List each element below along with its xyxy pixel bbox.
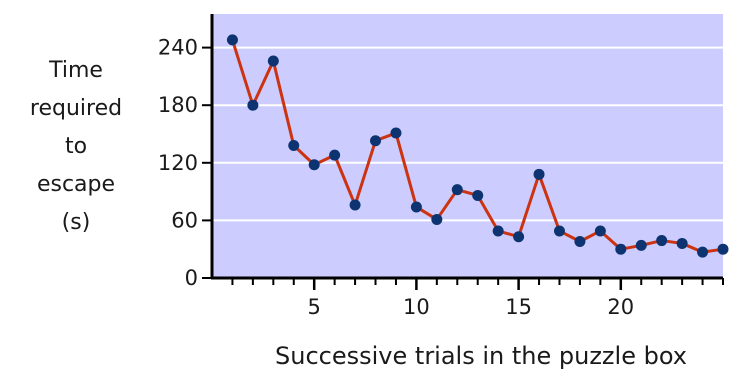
y-axis-label-line: required bbox=[30, 96, 122, 121]
data-points bbox=[226, 34, 729, 258]
data-point-15 bbox=[513, 231, 525, 243]
data-point-6 bbox=[329, 149, 341, 161]
data-point-23 bbox=[676, 237, 688, 249]
data-point-1 bbox=[226, 34, 238, 46]
y-tick-label-180: 180 bbox=[158, 93, 198, 117]
gridlines bbox=[212, 46, 723, 222]
x-tick-label-10: 10 bbox=[403, 295, 430, 319]
data-point-12 bbox=[451, 184, 463, 196]
data-point-21 bbox=[635, 239, 647, 251]
y-axis-label: Time required to escape (s) bbox=[30, 58, 122, 235]
axes bbox=[202, 14, 724, 290]
y-tick-label-120: 120 bbox=[158, 151, 198, 175]
data-point-22 bbox=[656, 235, 668, 247]
data-point-24 bbox=[697, 246, 709, 258]
x-tick-label-20: 20 bbox=[607, 295, 634, 319]
y-tick-labels: 0 60 120 180 240 bbox=[158, 36, 198, 290]
data-point-5 bbox=[308, 159, 320, 171]
data-point-4 bbox=[288, 140, 300, 152]
data-point-25 bbox=[717, 243, 729, 255]
y-axis-label-line: to bbox=[65, 134, 87, 159]
y-axis-label-line: (s) bbox=[62, 210, 91, 235]
data-point-2 bbox=[247, 99, 259, 111]
x-axis-label: Successive trials in the puzzle box bbox=[275, 342, 687, 370]
y-axis-label-line: Time bbox=[48, 58, 103, 83]
data-point-20 bbox=[615, 243, 627, 255]
data-point-8 bbox=[370, 135, 382, 147]
data-point-16 bbox=[533, 168, 545, 180]
data-point-9 bbox=[390, 127, 402, 139]
data-point-14 bbox=[492, 225, 504, 237]
data-point-17 bbox=[553, 225, 565, 237]
y-tick-label-240: 240 bbox=[158, 36, 198, 60]
data-point-19 bbox=[594, 225, 606, 237]
data-point-11 bbox=[431, 213, 443, 225]
data-point-10 bbox=[410, 201, 422, 213]
y-tick-label-0: 0 bbox=[185, 266, 198, 290]
x-tick-labels: 5 10 15 20 bbox=[308, 295, 635, 319]
y-tick-label-60: 60 bbox=[171, 208, 198, 232]
data-point-7 bbox=[349, 199, 361, 211]
data-point-3 bbox=[267, 55, 279, 67]
data-point-13 bbox=[472, 189, 484, 201]
x-tick-label-15: 15 bbox=[505, 295, 532, 319]
data-point-18 bbox=[574, 236, 586, 248]
y-axis-label-line: escape bbox=[37, 172, 115, 197]
x-tick-label-5: 5 bbox=[308, 295, 321, 319]
